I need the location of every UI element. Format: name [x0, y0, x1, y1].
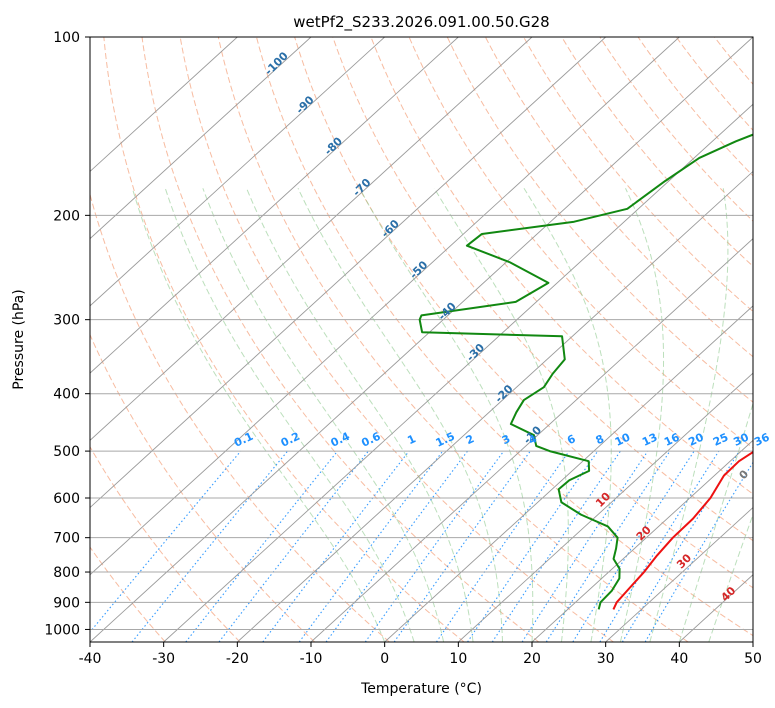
dry-adiabat-line	[332, 37, 753, 542]
dry-adiabat-line	[523, 37, 753, 313]
x-tick-label: 10	[449, 651, 467, 667]
chart-title: wetPf2_S233.2026.091.00.50.G28	[293, 13, 549, 32]
dry-adiabat-line	[179, 37, 614, 642]
isotherm-line	[90, 37, 753, 642]
mixing-ratio-line	[262, 450, 410, 642]
plot-frame	[89, 36, 754, 643]
isotherm-line	[531, 439, 753, 642]
dry-adiabat-line	[217, 37, 689, 642]
y-tick-label: 400	[53, 387, 80, 403]
mixing-ratio-label: 36	[752, 430, 772, 448]
moist-adiabat-line	[649, 188, 729, 642]
dry-adiabat-line	[103, 37, 465, 642]
y-tick-label: 600	[53, 491, 80, 507]
x-tick-label: 40	[670, 651, 688, 667]
y-axis-label: Pressure (hPa)	[11, 289, 27, 389]
moist-adiabat-line	[678, 401, 753, 642]
mixing-ratio-line	[185, 450, 338, 642]
isotherm-line	[90, 37, 385, 307]
isotherm-line	[237, 170, 753, 642]
y-tick-label: 1000	[44, 622, 80, 638]
isotherm-line	[458, 372, 753, 642]
mixing-ratio-line	[599, 450, 720, 642]
mixing-ratio-label: 13	[640, 431, 659, 449]
isotherm-line	[310, 238, 753, 642]
dry-adiabat-line	[370, 37, 753, 495]
temperature-profile-line	[612, 450, 753, 610]
dry-adiabat-line	[90, 333, 316, 642]
dry-adiabat-line	[561, 37, 753, 267]
isotherm-line	[90, 37, 606, 509]
mixing-ratio-line	[90, 450, 242, 633]
y-tick-label: 200	[53, 208, 80, 224]
y-tick-label: 100	[53, 30, 80, 46]
y-tick-label: 300	[53, 313, 80, 329]
dry-adiabat-line	[141, 37, 540, 642]
isotherm-line	[90, 37, 533, 441]
moist-adiabat-line	[433, 187, 569, 642]
mixing-ratio-line	[393, 450, 531, 642]
dewpoint-profile-line	[418, 133, 753, 610]
mixing-ratio-line	[621, 450, 740, 642]
moist-adiabat-line	[359, 188, 534, 642]
isotherm-line	[90, 37, 238, 173]
x-tick-label: -10	[300, 651, 323, 667]
mixing-ratio-label: 20	[686, 430, 706, 448]
y-tick-label: 900	[53, 595, 80, 611]
x-tick-label: -20	[226, 651, 249, 667]
mixing-ratio-line	[572, 450, 695, 642]
moist-adiabat-line	[164, 188, 415, 642]
dry-adiabat-line	[637, 37, 753, 177]
mixing-ratio-label: 25	[711, 431, 730, 449]
x-tick-label: -30	[152, 651, 175, 667]
isotherm-line	[90, 37, 459, 374]
dry-adiabat-line	[255, 37, 753, 637]
x-axis-label: Temperature (°C)	[360, 681, 482, 697]
x-tick-label: 20	[523, 651, 541, 667]
moist-adiabat-line	[131, 188, 386, 642]
mixing-ratio-line	[218, 450, 369, 642]
dry-adiabat-line	[446, 37, 753, 403]
isotherm-line	[605, 506, 753, 642]
moist-adiabat-line	[246, 188, 474, 642]
moist-adiabat-line	[619, 188, 665, 642]
isotherm-line	[90, 37, 680, 576]
dry-adiabat-line	[484, 37, 753, 358]
mixing-ratio-line	[131, 450, 289, 642]
isotherm-line	[163, 103, 753, 642]
x-tick-label: 30	[597, 651, 615, 667]
x-tick-label: 0	[380, 651, 389, 667]
x-tick-label: -40	[79, 651, 102, 667]
dry-adiabat-line	[294, 37, 753, 589]
mixing-ratio-line	[545, 450, 671, 642]
mixing-ratio-line	[467, 450, 599, 642]
mixing-ratio-line	[644, 461, 753, 642]
mixing-ratio-label: 10	[613, 430, 633, 448]
y-tick-label: 500	[53, 444, 80, 460]
mixing-ratio-label: 16	[662, 430, 682, 448]
dry-adiabat-line	[90, 192, 390, 642]
dry-adiabat-line	[408, 37, 753, 449]
dry-adiabat-line	[599, 37, 753, 222]
y-tick-label: 700	[53, 531, 80, 547]
isotherm-line	[384, 305, 753, 642]
y-tick-label: 800	[53, 565, 80, 581]
isotherm-line	[90, 37, 312, 240]
x-tick-label: 50	[744, 651, 762, 667]
mixing-ratio-line	[364, 450, 505, 642]
mixing-ratio-label: 30	[731, 430, 751, 448]
